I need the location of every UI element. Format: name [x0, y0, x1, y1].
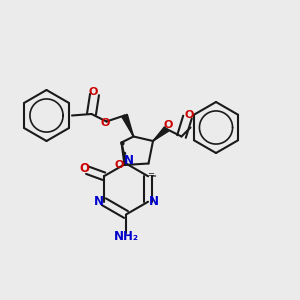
Text: N: N	[94, 195, 103, 208]
Text: NH₂: NH₂	[113, 230, 139, 243]
Text: O: O	[80, 162, 89, 175]
Polygon shape	[153, 127, 169, 141]
Text: O: O	[114, 160, 124, 170]
Text: =: =	[151, 173, 156, 179]
Text: O: O	[163, 120, 173, 130]
Text: O: O	[88, 87, 98, 97]
Text: O: O	[184, 110, 194, 121]
Text: O: O	[100, 118, 110, 128]
Text: N: N	[148, 195, 158, 208]
Text: N: N	[123, 154, 134, 167]
Polygon shape	[122, 114, 134, 136]
Text: =: =	[148, 170, 154, 179]
